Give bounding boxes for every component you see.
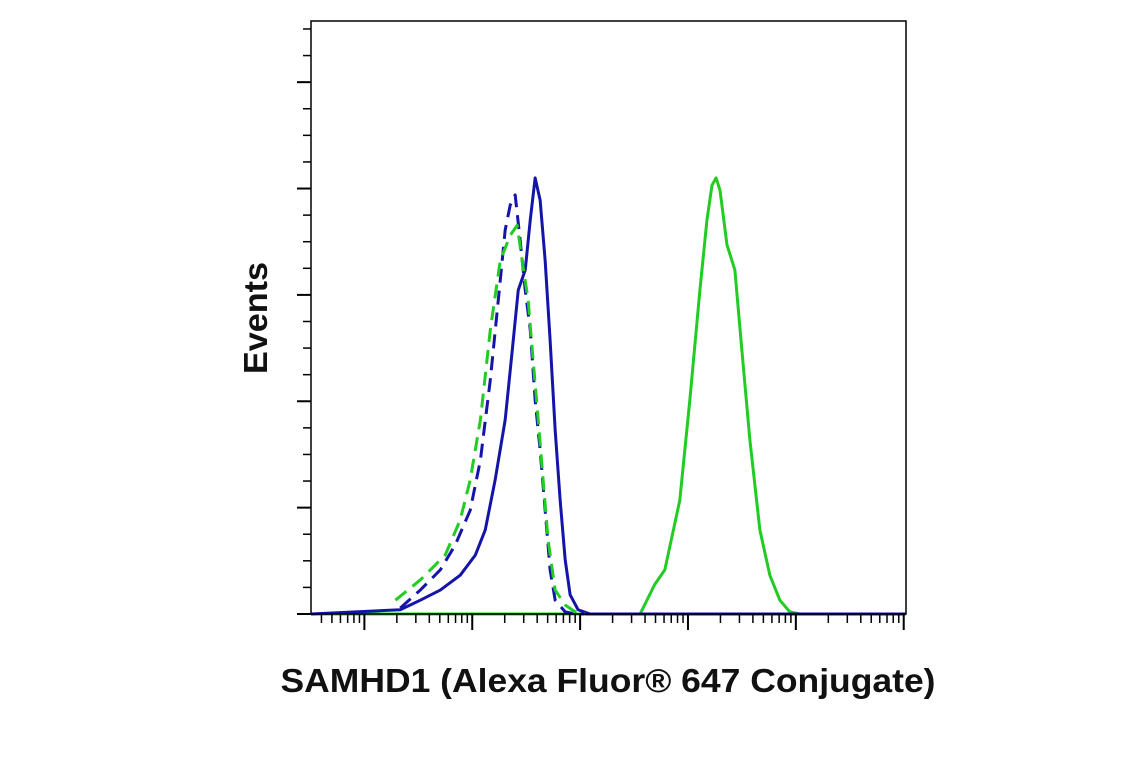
y-axis-label: Events [237,262,274,374]
histogram-line [311,176,906,616]
histogram-line [394,223,586,616]
histogram-line [310,176,906,616]
histogram-line [399,193,906,616]
x-axis-label: SAMHD1 (Alexa Fluor® 647 Conjugate) [281,662,936,699]
plot-frame [310,20,907,615]
